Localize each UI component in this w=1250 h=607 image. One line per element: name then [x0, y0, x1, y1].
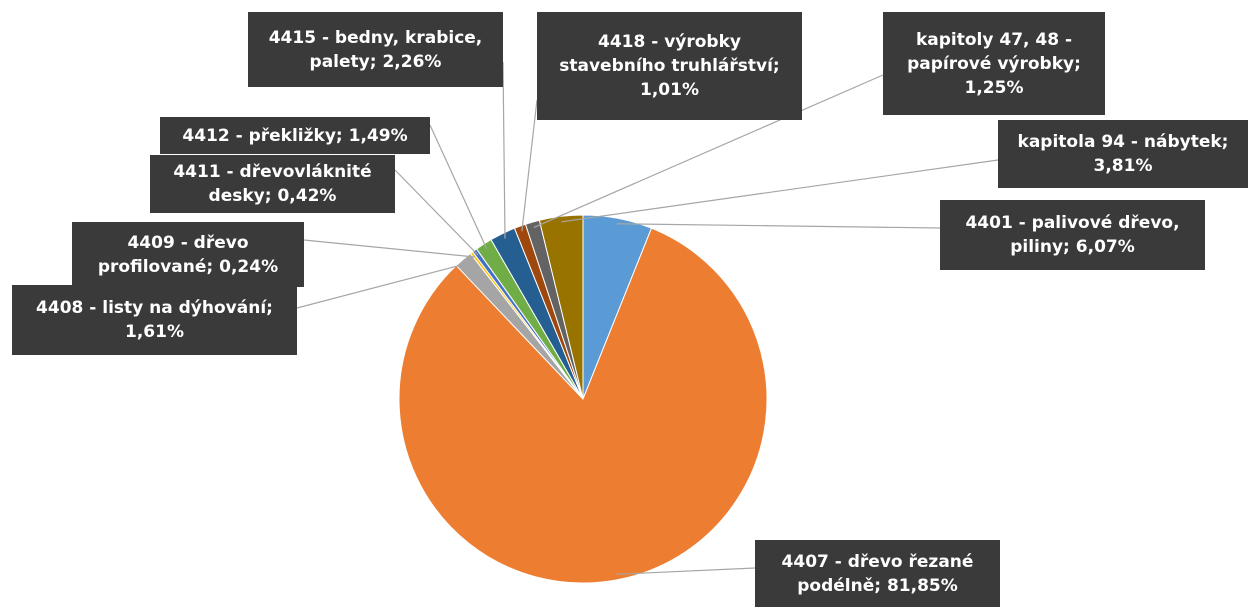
pie-slice — [538, 214, 584, 400]
leader-line — [561, 159, 999, 223]
data-label-text: 4418 - výrobky stavebního truhlářství; 1… — [543, 30, 796, 102]
data-label: kapitoly 47, 48 - papírové výrobky; 1,25… — [883, 12, 1105, 115]
data-label: 4408 - listy na dýhování; 1,61% — [12, 285, 297, 355]
value-label: 1,01% — [640, 80, 699, 100]
pie-slice — [398, 227, 768, 584]
data-label-text: 4412 - překližky; 1,49% — [182, 124, 407, 148]
leader-line — [394, 169, 479, 256]
value-label: 1,49% — [348, 125, 408, 146]
data-label: kapitola 94 - nábytek; 3,81% — [998, 120, 1248, 188]
leader-line — [303, 239, 475, 258]
value-label: 3,81% — [1093, 156, 1153, 176]
leader-line — [616, 223, 941, 229]
leader-line — [521, 99, 538, 232]
data-label-text: kapitola 94 - nábytek; 3,81% — [1004, 130, 1242, 178]
category-name: 4401 - palivové dřevo, piliny; — [965, 213, 1180, 257]
data-label: 4411 - dřevovláknité desky; 0,42% — [150, 155, 395, 213]
data-label: 4401 - palivové dřevo, piliny; 6,07% — [940, 200, 1205, 270]
leader-line — [533, 74, 884, 228]
data-label-text: 4407 - dřevo řezané podélně; 81,85% — [761, 550, 994, 598]
data-label: 4407 - dřevo řezané podélně; 81,85% — [755, 540, 1000, 607]
data-label-text: 4408 - listy na dýhování; 1,61% — [18, 296, 291, 344]
leader-line — [296, 262, 467, 309]
category-name: 4412 - překližky; — [182, 125, 343, 146]
category-name: 4415 - bedny, krabice, palety; — [268, 27, 483, 72]
data-label-text: 4415 - bedny, krabice, palety; 2,26% — [254, 26, 497, 74]
category-name: kapitola 94 - nábytek; — [1017, 132, 1229, 152]
category-name: 4418 - výrobky stavebního truhlářství; — [559, 32, 780, 76]
category-name: 4407 - dřevo řezané podélně; — [781, 551, 974, 596]
value-label: 0,42% — [277, 186, 337, 206]
category-name: 4409 - dřevo profilované; — [97, 232, 249, 277]
value-label: 1,25% — [964, 77, 1024, 98]
value-label: 6,07% — [1075, 237, 1135, 257]
data-label: 4418 - výrobky stavebního truhlářství; 1… — [537, 12, 802, 120]
data-label-text: 4409 - dřevo profilované; 0,24% — [78, 231, 298, 279]
category-name: 4411 - dřevovláknité desky; — [173, 162, 372, 206]
data-label: 4409 - dřevo profilované; 0,24% — [72, 222, 304, 287]
data-label-text: 4411 - dřevovláknité desky; 0,42% — [156, 160, 389, 208]
data-label-text: kapitoly 47, 48 - papírové výrobky; 1,25… — [889, 28, 1099, 100]
value-label: 2,26% — [382, 51, 442, 72]
leader-line — [502, 61, 506, 239]
value-label: 0,24% — [219, 256, 279, 277]
data-label-text: 4401 - palivové dřevo, piliny; 6,07% — [946, 211, 1199, 259]
data-label: 4412 - překližky; 1,49% — [160, 117, 430, 154]
category-name: kapitoly 47, 48 - papírové výrobky; — [907, 29, 1081, 74]
leader-line — [429, 124, 488, 250]
value-label: 81,85% — [886, 575, 958, 596]
category-name: 4408 - listy na dýhování; — [36, 298, 273, 318]
data-label: 4415 - bedny, krabice, palety; 2,26% — [248, 12, 503, 87]
leader-line — [616, 567, 756, 575]
value-label: 1,61% — [125, 322, 184, 342]
